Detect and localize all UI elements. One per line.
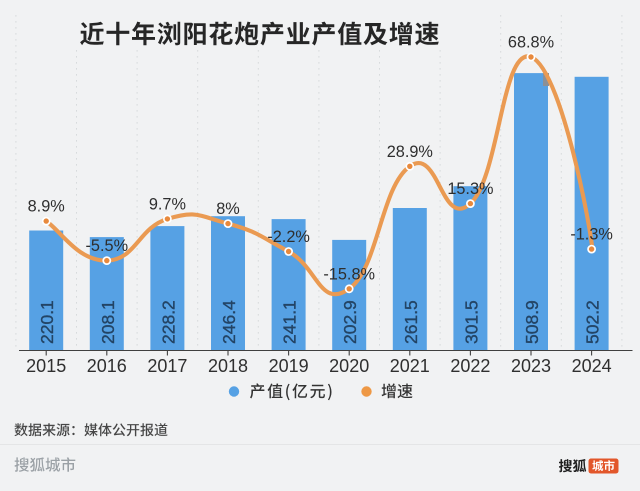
svg-text:68.8%: 68.8% (508, 34, 554, 52)
svg-text:2019: 2019 (269, 356, 309, 376)
svg-text:8%: 8% (216, 200, 240, 218)
svg-text:508.9: 508.9 (522, 300, 542, 344)
svg-text:8.9%: 8.9% (28, 198, 65, 216)
svg-text:2015: 2015 (26, 356, 66, 376)
svg-text:2020: 2020 (329, 356, 369, 376)
svg-text:-15.8%: -15.8% (323, 265, 375, 283)
svg-text:220.1: 220.1 (37, 300, 57, 344)
svg-text:261.5: 261.5 (401, 300, 421, 344)
svg-text:502.2: 502.2 (583, 300, 603, 344)
svg-text:246.4: 246.4 (219, 300, 239, 344)
svg-text:-2.2%: -2.2% (267, 228, 310, 246)
svg-text:2022: 2022 (450, 356, 490, 376)
svg-text:2016: 2016 (87, 356, 127, 376)
svg-text:2024: 2024 (572, 356, 612, 376)
svg-text:2023: 2023 (511, 356, 551, 376)
svg-text:2021: 2021 (390, 356, 430, 376)
svg-text:-1.3%: -1.3% (570, 226, 613, 244)
svg-text:208.1: 208.1 (98, 300, 118, 344)
svg-text:2017: 2017 (147, 356, 187, 376)
svg-text:2018: 2018 (208, 356, 248, 376)
svg-text:9.7%: 9.7% (149, 195, 186, 213)
svg-text:15.3%: 15.3% (447, 180, 493, 198)
svg-text:228.2: 228.2 (158, 300, 178, 344)
svg-text:241.1: 241.1 (280, 300, 300, 344)
svg-text:28.9%: 28.9% (387, 143, 433, 161)
svg-text:-5.5%: -5.5% (86, 237, 129, 255)
svg-text:301.5: 301.5 (461, 300, 481, 344)
svg-text:202.9: 202.9 (340, 300, 360, 344)
